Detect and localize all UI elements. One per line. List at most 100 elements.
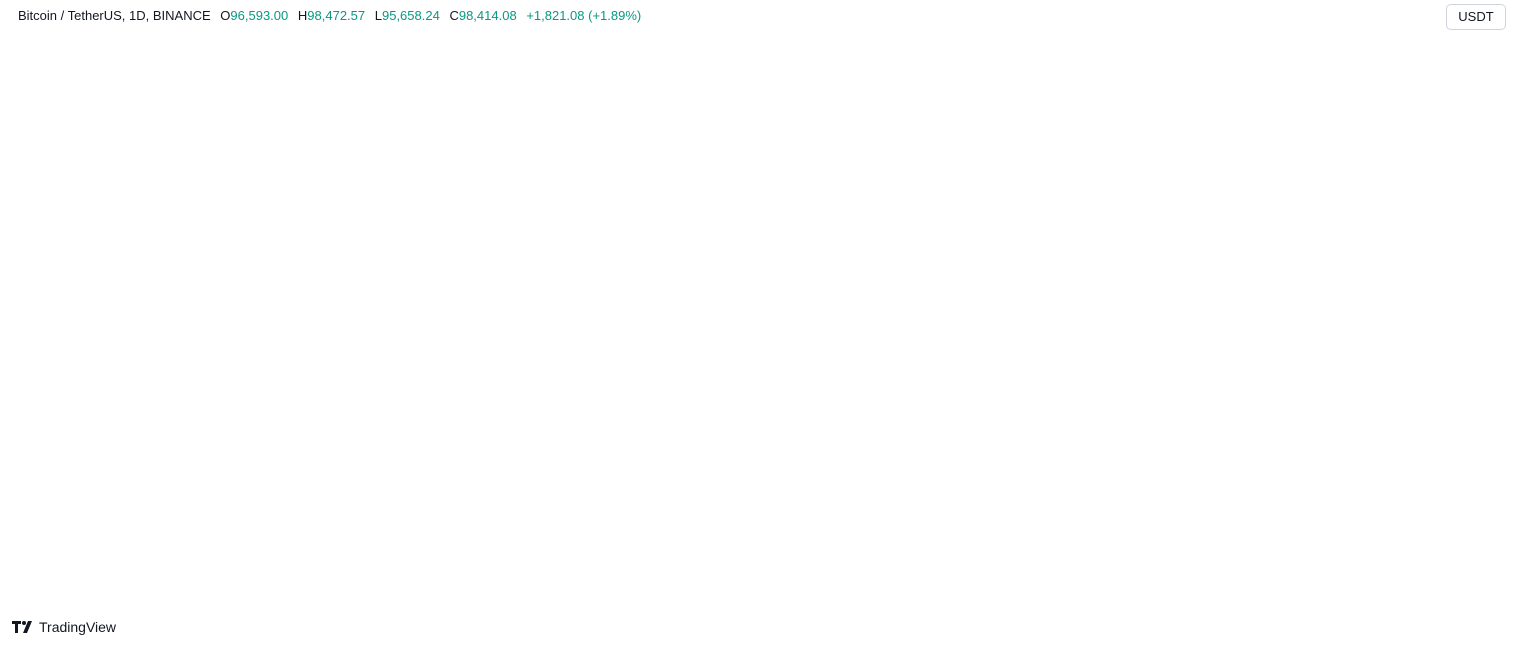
candle-body	[666, 236, 670, 254]
candle-body	[749, 175, 754, 181]
volume-bar	[760, 458, 764, 467]
volume-bar	[333, 462, 338, 467]
candle-body	[598, 286, 603, 297]
candle-body	[255, 314, 260, 333]
candle-body	[567, 298, 572, 300]
candle-body	[775, 155, 780, 160]
candle-body	[182, 325, 187, 330]
candle-body	[645, 259, 650, 290]
volume-bar	[37, 462, 41, 467]
volume-bar	[635, 460, 639, 467]
candle-body	[338, 358, 343, 362]
volume-bar	[115, 463, 119, 467]
volume-bar	[723, 450, 728, 467]
volume-bar	[557, 463, 561, 467]
volume-bar	[172, 455, 176, 467]
volume-bar	[401, 460, 405, 467]
candle-body	[188, 329, 192, 331]
volume-bar	[141, 458, 145, 467]
volume-bar	[188, 462, 192, 467]
candle-body	[323, 343, 327, 353]
level-price-label: 104,088.00	[1447, 116, 1510, 130]
candle-body	[260, 313, 265, 315]
candle-body	[89, 294, 93, 298]
volume-bar	[822, 453, 826, 467]
close-value: 98,414.08	[458, 8, 517, 23]
support-trendline-short[interactable]	[677, 166, 833, 214]
candle-body	[656, 254, 660, 258]
volume-bar	[52, 458, 57, 467]
volume-bar	[666, 460, 670, 467]
symbol-title[interactable]: Bitcoin / TetherUS, 1D, BINANCE	[18, 8, 211, 23]
volume-bar	[344, 460, 348, 467]
candle-body	[541, 297, 546, 299]
tradingview-logo[interactable]: TradingView	[12, 619, 116, 635]
candle-body	[328, 352, 332, 364]
candle-body	[640, 289, 644, 297]
volume-bar	[318, 458, 322, 467]
candle-body	[604, 273, 608, 287]
volume-bar	[416, 460, 421, 467]
volume-bar	[214, 460, 218, 467]
volume-bar	[11, 457, 15, 467]
volume-bar	[780, 457, 785, 467]
volume-bar	[468, 460, 473, 467]
price-tick: 60,000.00	[1456, 327, 1512, 341]
volume-bar	[754, 457, 759, 467]
fib-level-label: 0.00% (66,835.00)	[1018, 294, 1117, 308]
candle-body	[489, 320, 494, 324]
volume-bar	[323, 458, 327, 467]
volume-bar	[255, 455, 260, 467]
volume-bar	[515, 463, 520, 467]
volume-bar	[546, 460, 551, 467]
volume-bar	[63, 460, 67, 467]
volume-bar	[198, 457, 202, 467]
volume-bar	[817, 452, 821, 467]
level-price-label: 90,000.00	[1450, 184, 1506, 198]
volume-bar	[240, 462, 244, 467]
rsi-divergence-line[interactable]	[681, 475, 859, 507]
volume-bar	[32, 462, 36, 467]
volume-bar	[572, 460, 577, 467]
candle-body	[375, 334, 379, 339]
volume-bar	[89, 462, 93, 467]
volume-bar	[328, 457, 332, 467]
candle-body	[104, 306, 109, 309]
candle-body	[162, 343, 166, 363]
candle-body	[297, 338, 301, 340]
candle-body	[822, 154, 826, 159]
open-label: O	[220, 8, 231, 23]
volume-bar	[609, 460, 613, 467]
time-tick: Sep	[294, 586, 316, 600]
volume-bar	[531, 457, 535, 467]
candle-body	[635, 292, 639, 297]
open-value: 96,593.00	[230, 8, 289, 23]
support-trendline-long[interactable]	[164, 286, 1134, 387]
volume-bar	[588, 463, 592, 467]
volume-bar	[260, 462, 265, 467]
candle-body	[146, 308, 150, 327]
candle-body	[468, 330, 473, 332]
candle-body	[110, 295, 114, 307]
candle-body	[484, 320, 488, 325]
price-tick: 100,000.00	[1453, 135, 1516, 149]
volume-bar	[292, 460, 296, 467]
candle-body	[151, 326, 156, 331]
bearish-projection-path[interactable]	[835, 129, 1026, 209]
candle-body	[708, 187, 712, 191]
candle-body	[99, 305, 104, 309]
candle-body	[791, 148, 795, 162]
rsi-label: 59.91	[1449, 511, 1480, 525]
candle-body	[11, 342, 15, 355]
volume-bar	[21, 460, 26, 467]
volume-bar	[281, 460, 286, 467]
currency-button[interactable]: USDT	[1446, 4, 1506, 30]
candle-body	[276, 320, 280, 337]
volume-bar	[614, 458, 618, 467]
bullish-projection-path[interactable]	[832, 49, 947, 123]
volume-bar	[229, 463, 234, 467]
volume-bar	[427, 460, 431, 467]
candle-body	[744, 151, 748, 176]
volume-bar	[520, 463, 525, 467]
